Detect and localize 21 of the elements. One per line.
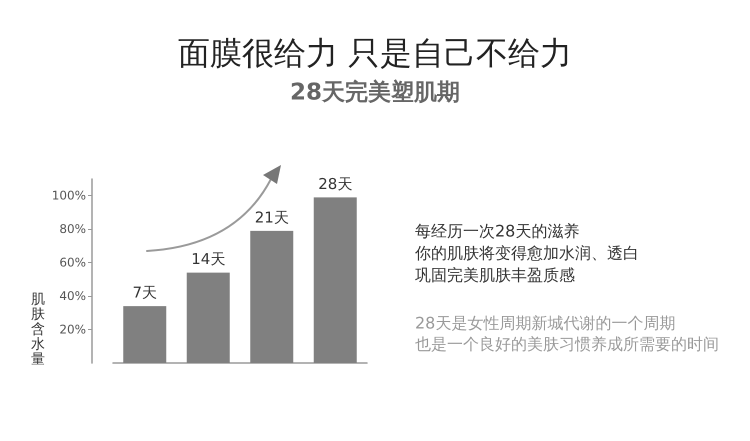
text: 每经历一次28天的滋养	[415, 222, 580, 240]
bar	[250, 230, 294, 363]
y-tick-label: 40%	[59, 289, 86, 304]
text: 也是一个良好的美肤习惯养成所需要的时间	[415, 334, 719, 354]
text: 巩固完美肌肤丰盈质感	[415, 266, 575, 284]
chart-title: 面膜很给力 只是自己不给力	[178, 34, 572, 72]
y-tick-label: 20%	[59, 322, 86, 337]
chart-subtitle: 28天完美塑肌期	[290, 78, 460, 106]
y-tick-label: 100%	[52, 188, 86, 203]
x-tick-label: 21天	[254, 208, 289, 226]
x-tick-label: 28天	[318, 174, 352, 193]
y-tick-label: 60%	[59, 256, 86, 270]
x-tick-label: 7天	[132, 284, 158, 302]
y-tick-label: 80%	[59, 222, 86, 236]
bar	[314, 197, 357, 363]
x-tick-label: 14天	[191, 250, 226, 268]
bar	[186, 272, 230, 363]
y-axis-title: 肌肤含水量	[31, 292, 45, 368]
text: 你的肌肤将变得愈加水润、透白	[414, 244, 639, 262]
bar	[123, 306, 166, 363]
text: 28天是女性周期新城代谢的一个周期	[415, 314, 676, 332]
